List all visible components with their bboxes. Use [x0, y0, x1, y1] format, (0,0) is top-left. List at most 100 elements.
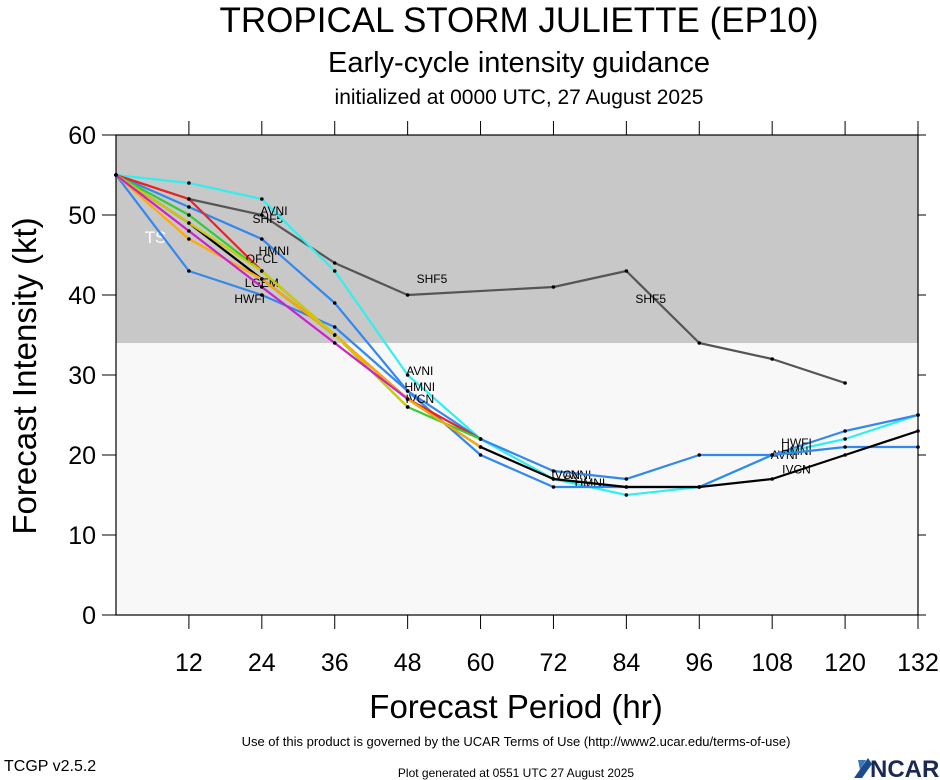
data-point-lgem — [478, 437, 483, 441]
series-shf5: SHF5 SHF5 SHF5 — [114, 173, 847, 385]
data-point-avni — [405, 373, 410, 377]
y-tick-label: 50 — [68, 202, 96, 230]
data-point-ivcn — [843, 453, 847, 457]
data-point-ofcl — [187, 237, 191, 241]
x-tick-label: 12 — [175, 649, 203, 677]
data-point-hmni — [624, 477, 629, 481]
data-point-hwfi — [770, 453, 774, 457]
x-tick-label: 84 — [612, 649, 640, 677]
x-tick-label: 72 — [540, 649, 568, 677]
data-point-hwfi — [332, 325, 337, 329]
data-point-shf5 — [697, 341, 702, 345]
init-time-label: initialized at 0000 UTC, 27 August 2025 — [335, 86, 704, 109]
y-tick-label: 60 — [68, 122, 96, 150]
series-line-ofcl — [115, 174, 482, 448]
x-tick-label: 120 — [824, 649, 866, 677]
series-label-ofcl: OFCL — [246, 252, 278, 266]
data-point-shf5 — [843, 381, 847, 385]
y-axis-label: Forecast Intensity (kt) — [6, 217, 43, 534]
data-point-hmni — [697, 453, 702, 457]
data-point-shf5 — [332, 261, 337, 265]
data-point-ivcn — [551, 477, 556, 481]
data-point-avni — [187, 181, 191, 185]
data-point-ctci — [405, 405, 410, 409]
series-label-shf5: SHF5 — [417, 272, 448, 286]
series-label-hmni: HMNI — [404, 380, 435, 394]
series-label-avni: AVNI — [406, 364, 433, 378]
series-avni: AVNI AVNI AVNI AVNI — [114, 173, 920, 497]
data-point-hwfi — [551, 485, 556, 489]
terms-of-use-text: Use of this product is governed by the U… — [242, 734, 791, 749]
data-point-ivcn — [697, 485, 702, 489]
generated-time-label: Plot generated at 0551 UTC 27 August 202… — [398, 766, 634, 780]
data-point-shf5 — [551, 285, 556, 289]
data-point-ctci — [187, 221, 191, 225]
data-point-avni — [624, 493, 629, 497]
data-point-hwfi — [843, 445, 847, 449]
data-point-dshp — [187, 197, 191, 201]
intensity-band-1 — [116, 343, 918, 615]
ncar-logo-text: NCAR — [870, 756, 939, 780]
series-label-hmni: HMNI — [781, 444, 812, 458]
data-point-hwfi — [478, 453, 483, 457]
series-label-avni: AVNI — [564, 468, 591, 482]
series-label-hwfi: HWFI — [781, 436, 812, 450]
y-tick-label: 10 — [68, 522, 96, 550]
data-point-fsse — [405, 397, 410, 401]
x-tick-label: 108 — [751, 649, 793, 677]
series-label-hwfi: HWFI — [234, 292, 265, 306]
series-line-ivcn — [115, 174, 919, 489]
y-tick-label: 20 — [68, 442, 96, 470]
data-point-shf5 — [405, 293, 410, 297]
x-tick-label: 24 — [248, 649, 276, 677]
data-point-ivcn — [770, 477, 774, 481]
data-point-ofcl — [260, 277, 264, 281]
series-line-avni — [115, 173, 919, 497]
series-line-shf5 — [115, 173, 846, 385]
series-line-hmni — [115, 173, 919, 481]
intensity-band-0 — [116, 135, 918, 343]
y-tick-label: 0 — [82, 602, 96, 630]
data-point-hwfi — [187, 269, 191, 273]
data-point-shf5 — [624, 269, 629, 273]
data-point-fsse — [332, 341, 337, 345]
chart-subtitle: Early-cycle intensity guidance — [328, 47, 710, 79]
data-point-fsse — [187, 229, 191, 233]
series-label-ivcn: IVCN — [551, 468, 580, 482]
chart-title: TROPICAL STORM JULIETTE (EP10) — [220, 1, 819, 40]
data-point-ctci — [332, 333, 337, 337]
x-tick-label: 60 — [467, 649, 495, 677]
y-tick-label: 40 — [68, 282, 96, 310]
x-axis-label: Forecast Period (hr) — [369, 688, 662, 725]
data-point-hmni — [551, 469, 556, 473]
y-tick-label: 30 — [68, 362, 96, 390]
series-label-ivcn: IVCN — [782, 462, 811, 476]
series-label-avni: AVNI — [771, 448, 798, 462]
data-point-hmni — [187, 205, 191, 209]
series-label-hmni: HMNI — [259, 244, 290, 258]
data-point-avni — [843, 437, 847, 441]
series-label-avni: AVNI — [260, 204, 287, 218]
data-point-fsse — [260, 285, 264, 289]
data-point-ivcn — [624, 485, 629, 489]
data-point-ivcn — [916, 429, 920, 433]
data-point-shf5 — [770, 357, 774, 361]
series-label-shf5: SHF5 — [253, 212, 284, 226]
ncar-logo-mark — [854, 758, 872, 778]
data-point-hwfi — [916, 445, 920, 449]
data-point-ctci — [260, 269, 264, 273]
data-point-lgem — [187, 213, 191, 217]
data-point-fsse — [114, 173, 118, 177]
ncar-logo-mark-accent — [858, 760, 866, 770]
data-point-hmni — [916, 413, 920, 417]
data-point-hmni — [843, 429, 847, 433]
x-tick-label: 132 — [897, 649, 939, 677]
data-point-shf5 — [260, 213, 264, 217]
series-label-shf5: SHF5 — [635, 292, 666, 306]
data-point-ofcl — [478, 445, 483, 449]
series-fsse — [114, 173, 410, 401]
x-tick-label: 96 — [685, 649, 713, 677]
data-point-hmni — [260, 237, 264, 241]
